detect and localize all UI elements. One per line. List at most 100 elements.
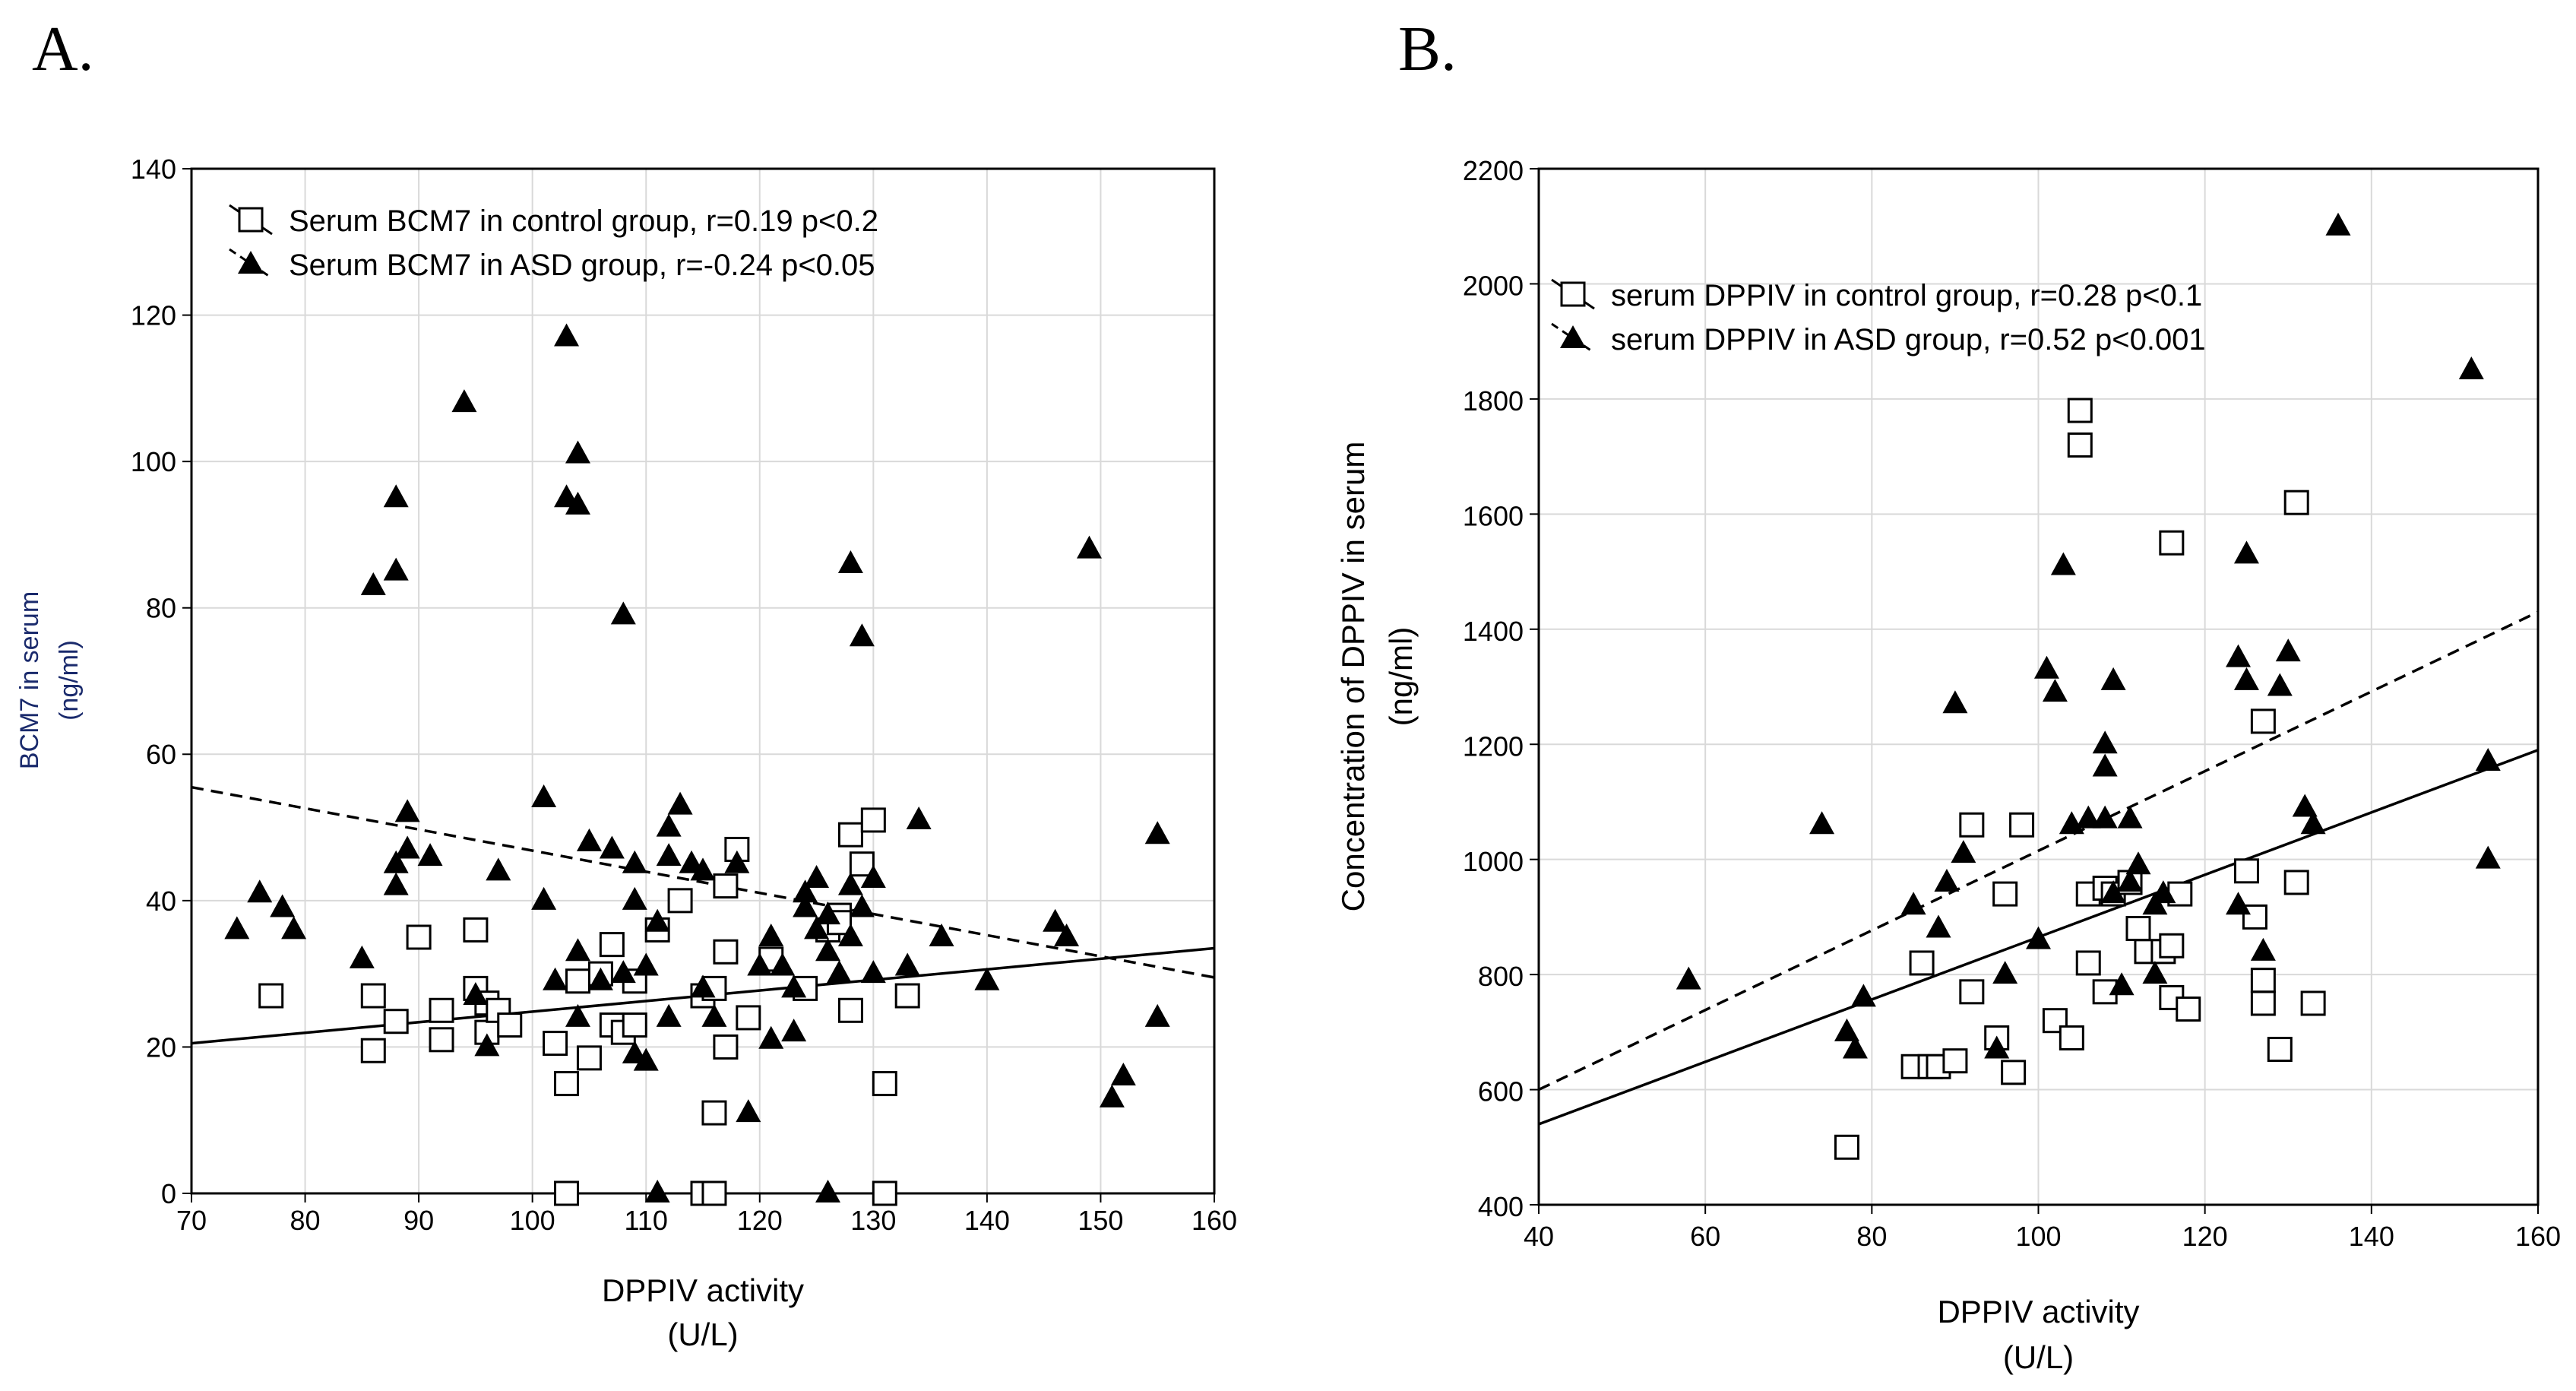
point-control [2009, 812, 2035, 838]
x-tick-label: 40 [1524, 1221, 1554, 1252]
point-asd [2226, 644, 2251, 667]
y-tick-label: 0 [161, 1178, 176, 1209]
point-asd [2100, 667, 2126, 690]
point-asd [804, 916, 830, 939]
y-axis-label: Concentration of DPPIV in serum [1335, 442, 1371, 912]
point-asd [1900, 892, 1926, 915]
point-asd [849, 894, 875, 917]
x-axis-label: DPPIV activity [1937, 1294, 2139, 1329]
point-asd [690, 857, 716, 881]
point-asd [383, 484, 409, 508]
point-control [2075, 950, 2101, 976]
y-tick-label: 2200 [1463, 155, 1524, 186]
y-tick-label: 1800 [1463, 385, 1524, 417]
point-asd [815, 938, 841, 962]
point-control [383, 1009, 409, 1035]
point-asd [383, 557, 409, 581]
point-control [2233, 858, 2259, 884]
point-asd [394, 799, 420, 822]
x-tick-label: 140 [2349, 1221, 2394, 1252]
fit-line-asd [191, 785, 1214, 979]
point-asd [1951, 840, 1976, 863]
point-asd [1850, 984, 1876, 1007]
point-asd [486, 857, 511, 881]
chart-b: 40 60 80 100 120 140 160 400 600 800 1000 1200 1400 1… [1335, 155, 2561, 1375]
point-asd [2250, 937, 2276, 961]
point-asd [622, 886, 647, 910]
y-tick-label: 100 [131, 446, 176, 477]
point-asd [1942, 690, 1968, 714]
point-asd [463, 982, 489, 1006]
point-asd [622, 850, 647, 873]
y-tick-label: 120 [131, 300, 176, 331]
point-asd [2267, 673, 2293, 696]
point-asd [610, 960, 636, 984]
point-asd [599, 835, 625, 859]
point-control [1959, 812, 1985, 838]
point-asd [1842, 1035, 1868, 1059]
point-control [2067, 398, 2093, 423]
y-axis-label: BCM7 in serum [15, 591, 44, 769]
point-asd [383, 850, 409, 873]
point-control [2250, 968, 2276, 993]
y-tick-label: 60 [146, 739, 176, 770]
legend-marker-square [238, 207, 264, 233]
point-asd [2458, 356, 2484, 380]
point-asd [383, 872, 409, 895]
point-asd [2150, 880, 2176, 904]
y-tick-label: 1400 [1463, 616, 1524, 647]
point-control [258, 983, 284, 1009]
x-tick-label: 80 [1856, 1221, 1887, 1252]
legend: Serum BCM7 in control group, r=0.19 p<0.… [229, 204, 878, 282]
point-asd [2300, 811, 2326, 835]
point-asd [906, 806, 932, 829]
y-tick-label: 80 [146, 593, 176, 624]
point-control [872, 1071, 897, 1097]
y-tick-label: 20 [146, 1031, 176, 1063]
point-control [713, 939, 739, 965]
point-asd [2475, 845, 2501, 869]
chart-a: 70 80 90 100 110 120 130 140 150 160 0 20 40 60 80 100 1… [15, 154, 1237, 1352]
point-asd [2050, 552, 2076, 575]
x-tick-label: 130 [850, 1205, 896, 1236]
point-asd [1110, 1062, 1136, 1085]
legend-label: Serum BCM7 in ASD group, r=-0.24 p<0.05 [289, 249, 875, 282]
point-control [2001, 1060, 2027, 1085]
point-control [1834, 1134, 1859, 1160]
point-asd [644, 908, 670, 932]
y-tick-label: 1000 [1463, 846, 1524, 877]
x-tick-label: 70 [176, 1205, 207, 1236]
point-control [2267, 1037, 2293, 1063]
point-control [2283, 490, 2309, 515]
point-control [2067, 432, 2093, 458]
y-axis-unit: (ng/ml) [55, 640, 84, 721]
x-axis-label: DPPIV activity [602, 1272, 804, 1308]
point-asd [781, 974, 807, 998]
x-tick-label: 150 [1078, 1205, 1123, 1236]
x-axis-unit: (U/L) [667, 1317, 738, 1352]
x-axis-unit: (U/L) [2003, 1339, 2074, 1375]
point-asd [2233, 667, 2259, 690]
point-asd [2142, 892, 2168, 915]
point-asd [2226, 892, 2251, 915]
x-tick-label: 160 [1191, 1205, 1237, 1236]
point-asd [781, 1019, 807, 1042]
point-asd [565, 440, 590, 464]
point-asd [1043, 908, 1068, 932]
x-tick-label: 120 [2182, 1221, 2228, 1252]
point-control [2176, 997, 2201, 1022]
point-control [713, 1034, 739, 1060]
point-asd [247, 879, 273, 903]
panel-letter-a: A. [32, 14, 94, 84]
x-tick-label: 90 [403, 1205, 434, 1236]
point-asd [565, 938, 590, 962]
point-asd [1934, 868, 1960, 892]
point-asd [974, 967, 1000, 990]
point-asd [1099, 1084, 1125, 1107]
y-tick-label: 140 [131, 154, 176, 185]
point-asd [724, 850, 750, 873]
point-control [2300, 990, 2326, 1016]
point-asd [474, 1033, 500, 1057]
point-asd [2325, 212, 2351, 236]
point-asd [2092, 805, 2118, 829]
